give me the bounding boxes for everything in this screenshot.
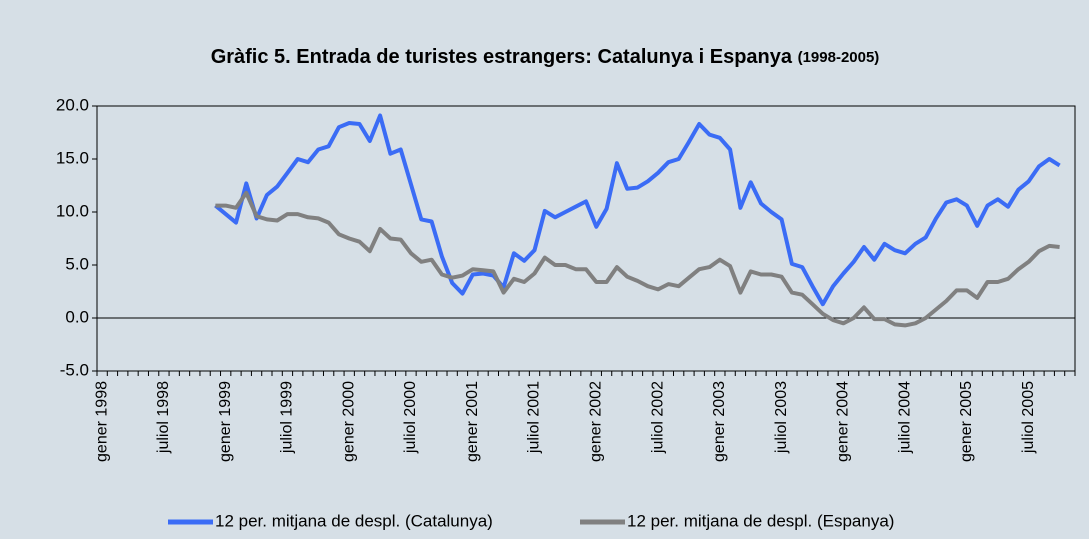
chart-title: Gràfic 5. Entrada de turistes estrangers… [211, 46, 880, 68]
x-tick-label: juliol 2005 [1020, 381, 1037, 454]
legend-label: 12 per. mitjana de despl. (Espanya) [627, 511, 894, 530]
y-tick-label: 0.0 [65, 307, 89, 326]
x-tick-label: juliol 2002 [649, 381, 666, 454]
x-tick-label: gener 2005 [958, 381, 975, 462]
series-line [214, 113, 1061, 307]
series-line [215, 190, 1060, 328]
x-tick-label: juliol 2003 [773, 381, 790, 454]
x-tick-label: juliol 2000 [402, 381, 419, 454]
y-tick-label: 10.0 [56, 201, 89, 220]
legend-label: 12 per. mitjana de despl. (Catalunya) [215, 511, 493, 530]
x-tick-label: juliol 1998 [155, 381, 172, 454]
y-tick-label: -5.0 [60, 360, 89, 379]
x-tick-label: gener 2004 [835, 381, 852, 462]
x-tick-label: juliol 1999 [279, 381, 296, 454]
x-tick-label: gener 2003 [711, 381, 728, 462]
plot-area [96, 105, 1076, 372]
x-tick-label: gener 2001 [464, 381, 481, 462]
x-tick-label: gener 2000 [340, 381, 357, 462]
x-tick-label: juliol 2001 [526, 381, 543, 454]
y-tick-label: 20.0 [56, 95, 89, 114]
x-tick-label: gener 1999 [217, 381, 234, 462]
y-tick-label: 5.0 [65, 254, 89, 273]
y-tick-label: 15.0 [56, 148, 89, 167]
x-tick-label: gener 1998 [93, 381, 110, 462]
title-main: Gràfic 5. Entrada de turistes estrangers… [211, 46, 793, 68]
x-tick-label: juliol 2004 [896, 381, 913, 454]
x-tick-label: gener 2002 [588, 381, 605, 462]
title-sub: (1998-2005) [798, 49, 880, 66]
